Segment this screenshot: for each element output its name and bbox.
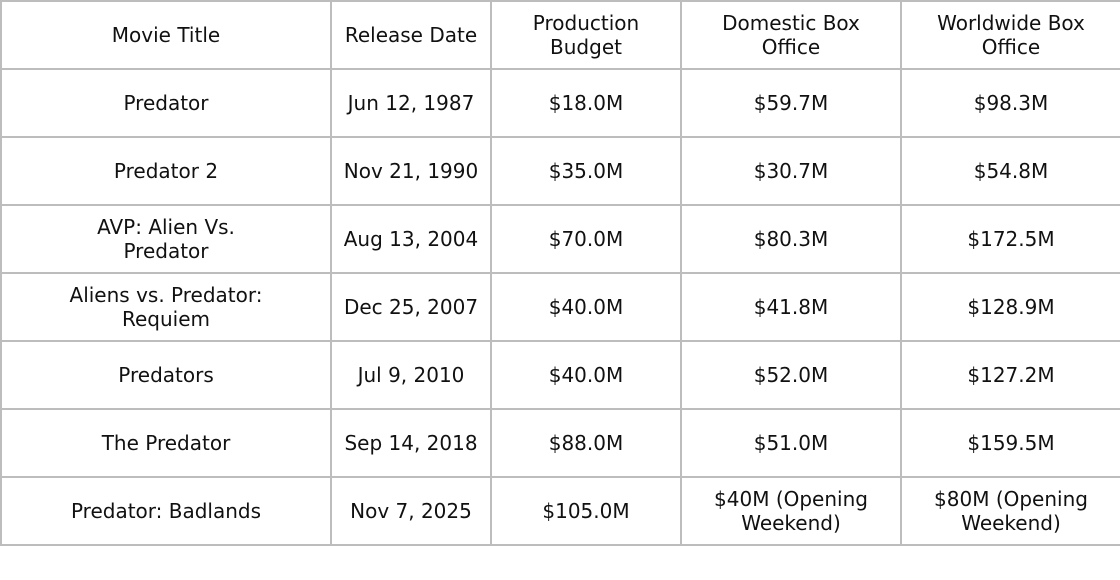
header-worldwide-box-office: Worldwide Box Office [900,0,1120,70]
cell-movie-title: AVP: Alien Vs. Predator [0,204,332,274]
table-row: The Predator Sep 14, 2018 $88.0M $51.0M … [0,408,1120,478]
cell-production-budget: $105.0M [490,476,682,546]
cell-movie-title: Predator [0,68,332,138]
cell-worldwide-box-office: $128.9M [900,272,1120,342]
header-domestic-box-office: Domestic Box Office [680,0,902,70]
table-row: Predator 2 Nov 21, 1990 $35.0M $30.7M $5… [0,136,1120,206]
cell-domestic-box-office: $40M (Opening Weekend) [680,476,902,546]
table-row: Predator: Badlands Nov 7, 2025 $105.0M $… [0,476,1120,546]
cell-domestic-box-office: $52.0M [680,340,902,410]
cell-movie-title: Predator 2 [0,136,332,206]
table-row: Aliens vs. Predator: Requiem Dec 25, 200… [0,272,1120,342]
cell-domestic-box-office: $80.3M [680,204,902,274]
cell-domestic-box-office: $30.7M [680,136,902,206]
cell-release-date: Sep 14, 2018 [330,408,492,478]
header-release-date: Release Date [330,0,492,70]
cell-production-budget: $18.0M [490,68,682,138]
cell-worldwide-box-office: $172.5M [900,204,1120,274]
cell-movie-title: Predator: Badlands [0,476,332,546]
cell-release-date: Jun 12, 1987 [330,68,492,138]
cell-domestic-box-office: $41.8M [680,272,902,342]
cell-worldwide-box-office: $80M (Opening Weekend) [900,476,1120,546]
table-row: Predators Jul 9, 2010 $40.0M $52.0M $127… [0,340,1120,410]
cell-production-budget: $40.0M [490,272,682,342]
cell-release-date: Aug 13, 2004 [330,204,492,274]
cell-worldwide-box-office: $54.8M [900,136,1120,206]
cell-production-budget: $70.0M [490,204,682,274]
table-row: AVP: Alien Vs. Predator Aug 13, 2004 $70… [0,204,1120,274]
cell-production-budget: $88.0M [490,408,682,478]
cell-movie-title: Predators [0,340,332,410]
table-header-row: Movie Title Release Date Production Budg… [0,0,1120,70]
header-movie-title: Movie Title [0,0,332,70]
cell-release-date: Dec 25, 2007 [330,272,492,342]
header-production-budget: Production Budget [490,0,682,70]
cell-domestic-box-office: $51.0M [680,408,902,478]
cell-movie-title: The Predator [0,408,332,478]
table-row: Predator Jun 12, 1987 $18.0M $59.7M $98.… [0,68,1120,138]
cell-worldwide-box-office: $159.5M [900,408,1120,478]
cell-worldwide-box-office: $98.3M [900,68,1120,138]
cell-production-budget: $40.0M [490,340,682,410]
cell-production-budget: $35.0M [490,136,682,206]
cell-domestic-box-office: $59.7M [680,68,902,138]
cell-release-date: Nov 21, 1990 [330,136,492,206]
cell-worldwide-box-office: $127.2M [900,340,1120,410]
cell-release-date: Nov 7, 2025 [330,476,492,546]
box-office-table: Movie Title Release Date Production Budg… [0,0,1120,546]
cell-movie-title: Aliens vs. Predator: Requiem [0,272,332,342]
cell-release-date: Jul 9, 2010 [330,340,492,410]
